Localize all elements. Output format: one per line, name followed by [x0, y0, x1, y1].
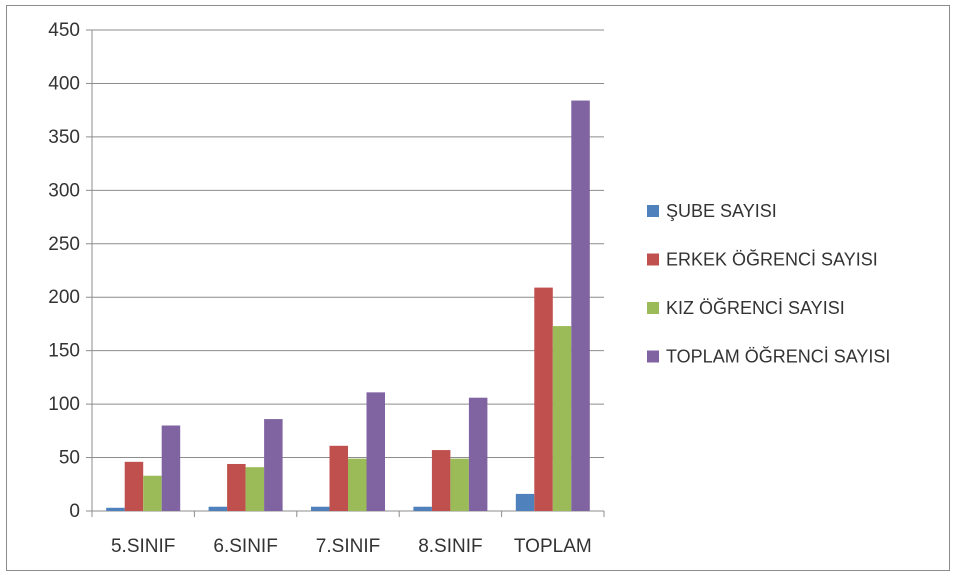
legend-label: ERKEK ÖĞRENCİ SAYISI: [666, 249, 878, 270]
legend-swatch: [647, 302, 659, 314]
y-axis-ticks: 0 50 100 150 200 250 300 350 400 450: [48, 20, 80, 522]
y-tick-label: 400: [48, 73, 80, 94]
x-tick-label: 7.SINIF: [316, 536, 380, 557]
bar: [143, 475, 162, 511]
legend-label: ŞUBE SAYISI: [666, 201, 777, 221]
bar: [227, 463, 246, 511]
bar: [534, 287, 553, 511]
y-tick-label: 450: [48, 20, 80, 41]
bar: [571, 100, 590, 512]
bars: [106, 100, 590, 512]
bar: [468, 397, 488, 511]
bar: [413, 506, 432, 511]
legend-swatch: [647, 205, 659, 217]
bar: [329, 445, 348, 511]
x-tick-label: 5.SINIF: [111, 536, 175, 557]
bar: [208, 506, 228, 511]
bar: [106, 507, 125, 511]
legend-label: KIZ ÖĞRENCİ SAYISI: [666, 297, 845, 318]
y-tick-label: 300: [48, 180, 80, 201]
y-tick-label: 250: [48, 234, 80, 255]
y-tick-label: 200: [48, 287, 80, 308]
bar: [264, 419, 283, 511]
y-tick-label: 100: [48, 394, 80, 415]
y-tick-label: 0: [69, 501, 80, 522]
bar: [431, 450, 451, 511]
bar: [124, 461, 144, 511]
legend-swatch: [647, 350, 659, 363]
bar: [366, 392, 385, 511]
bar: [311, 506, 330, 511]
legend-swatch: [647, 253, 659, 266]
bar: [450, 458, 469, 511]
legend: ŞUBE SAYISI ERKEK ÖĞRENCİ SAYISI KIZ ÖĞREN…: [647, 201, 890, 367]
x-tick-label: 6.SINIF: [213, 536, 277, 557]
y-tick-label: 350: [48, 127, 80, 148]
bar: [552, 326, 572, 511]
bar: [515, 493, 535, 511]
legend-label: TOPLAM ÖĞRENCİ SAYISI: [666, 346, 890, 367]
y-tick-label: 50: [59, 448, 80, 469]
bar: [161, 425, 181, 511]
y-tick-label: 150: [48, 341, 80, 362]
bar: [348, 458, 367, 511]
x-tick-label: TOPLAM: [514, 536, 592, 557]
x-axis-ticks: 5.SINIF 6.SINIF 7.SINIF 8.SINIF TOPLAM: [111, 536, 592, 557]
x-tick-label: 8.SINIF: [418, 536, 482, 557]
bar: [245, 467, 265, 511]
